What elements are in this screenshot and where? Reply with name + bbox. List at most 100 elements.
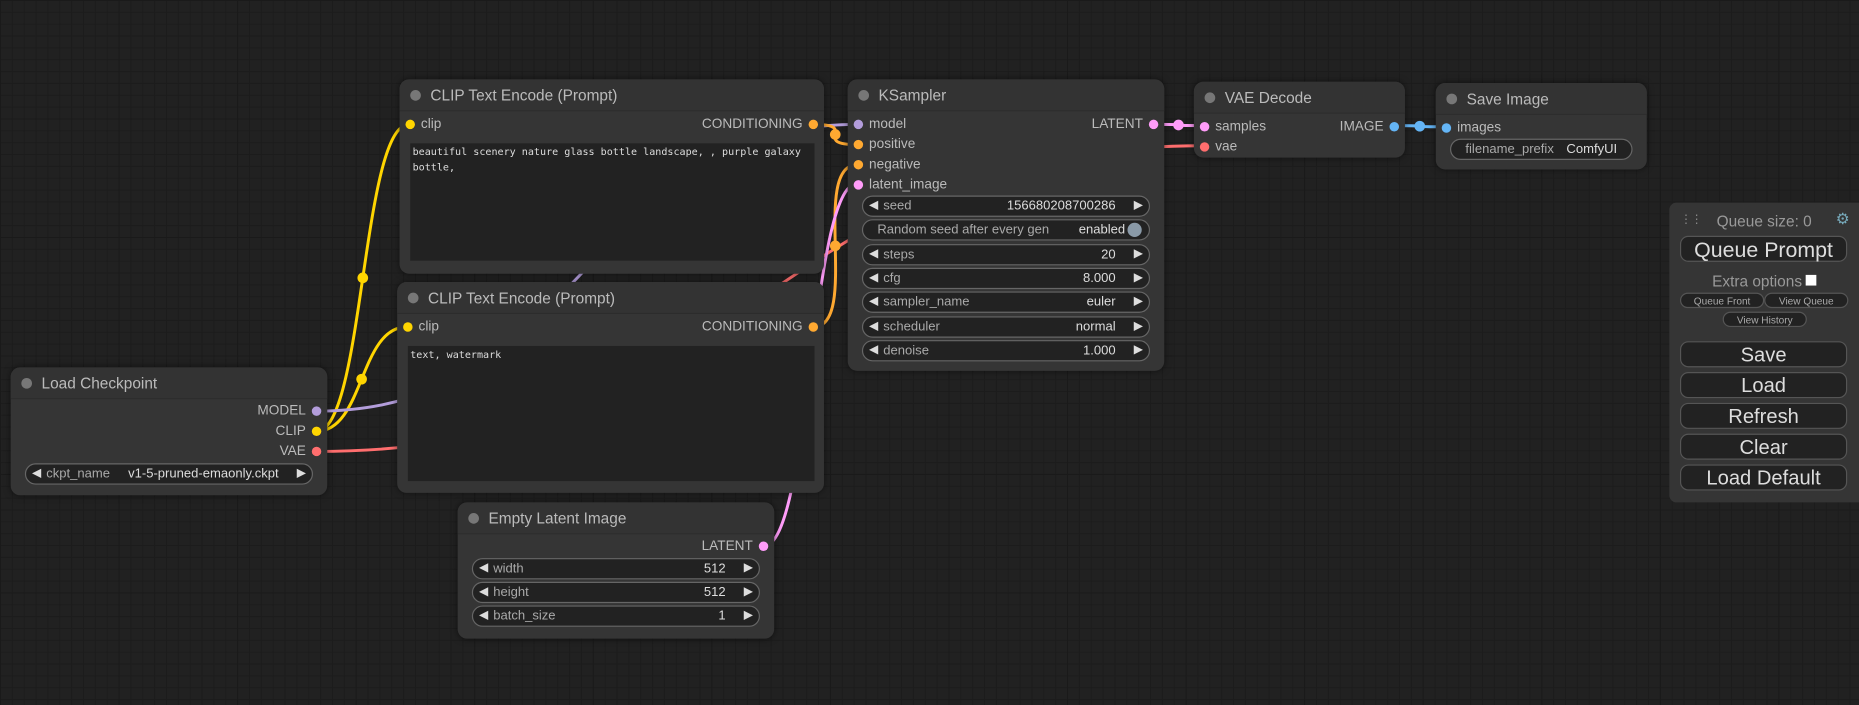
collapse-dot-icon[interactable]	[1446, 93, 1458, 105]
load-button[interactable]: Load	[1679, 372, 1848, 399]
collapse-dot-icon[interactable]	[410, 90, 421, 101]
node-header[interactable]: VAE Decode	[1193, 81, 1405, 114]
arrow-right-icon[interactable]: ▶	[743, 609, 753, 623]
widget-random-seed-after-every-gen[interactable]: Random seed after every gen enabled	[861, 219, 1151, 241]
node-header[interactable]: CLIP Text Encode (Prompt)	[397, 282, 824, 314]
gear-icon[interactable]: ⚙	[1835, 209, 1850, 228]
output-slot-conditioning[interactable]: CONDITIONING	[640, 319, 819, 336]
widget-batch_size[interactable]: ◀ ▶ batch_size 1	[471, 605, 760, 627]
node-clip1[interactable]: CLIP Text Encode (Prompt) clip CONDITIONIN…	[399, 79, 824, 274]
prompt-textarea[interactable]: text, watermark	[407, 345, 815, 482]
arrow-right-icon[interactable]: ▶	[296, 466, 306, 480]
slot-connector-icon[interactable]	[808, 119, 819, 130]
link-midpoint-dot[interactable]	[1173, 119, 1184, 131]
slot-connector-icon[interactable]	[808, 322, 819, 332]
node-clip2[interactable]: CLIP Text Encode (Prompt) clip CONDITIONIN…	[397, 282, 824, 493]
slot-connector-icon[interactable]	[758, 541, 769, 551]
view-history-button[interactable]: View History	[1722, 311, 1807, 328]
arrow-right-icon[interactable]: ▶	[1133, 295, 1143, 309]
arrow-left-icon[interactable]: ◀	[869, 295, 879, 309]
refresh-button[interactable]: Refresh	[1679, 402, 1848, 429]
widget-sampler_name[interactable]: ◀ ▶ sampler_name euler	[861, 291, 1151, 314]
slot-connector-icon[interactable]	[853, 159, 864, 170]
arrow-left-icon[interactable]: ◀	[869, 247, 879, 261]
node-header[interactable]: KSampler	[847, 79, 1165, 112]
arrow-right-icon[interactable]: ▶	[1133, 271, 1143, 285]
slot-connector-icon[interactable]	[311, 426, 322, 437]
slot-connector-icon[interactable]	[1199, 122, 1210, 132]
slot-connector-icon[interactable]	[1148, 119, 1159, 130]
widget-ckpt_name[interactable]: ◀ ▶ ckpt_name v1-5-pruned-emaonly.ckpt	[24, 463, 313, 485]
node-ckpt[interactable]: Load Checkpoint MODEL CLIP VAE ◀ ▶ ckpt_name v1…	[10, 367, 328, 496]
clear-button[interactable]: Clear	[1679, 433, 1848, 460]
arrow-right-icon[interactable]: ▶	[1133, 199, 1143, 213]
arrow-right-icon[interactable]: ▶	[1133, 343, 1143, 357]
arrow-left-icon[interactable]: ◀	[869, 271, 879, 285]
node-vaedecode[interactable]: VAE Decode samples vae IMAGE	[1193, 81, 1405, 158]
widget-steps[interactable]: ◀ ▶ steps 20	[861, 243, 1151, 265]
slot-connector-icon[interactable]	[405, 119, 415, 130]
node-save[interactable]: Save Image images filename_prefix ComfyUI	[1435, 82, 1647, 170]
slot-connector-icon[interactable]	[853, 119, 864, 130]
widget-cfg[interactable]: ◀ ▶ cfg 8.000	[861, 267, 1151, 289]
output-slot-conditioning[interactable]: CONDITIONING	[640, 116, 819, 133]
widget-height[interactable]: ◀ ▶ height 512	[471, 581, 760, 604]
collapse-dot-icon[interactable]	[21, 377, 33, 389]
arrow-left-icon[interactable]: ◀	[478, 609, 489, 623]
widget-filename_prefix[interactable]: filename_prefix ComfyUI	[1449, 138, 1633, 160]
arrow-left-icon[interactable]: ◀	[869, 319, 879, 333]
drag-handle-icon[interactable]: ⋮⋮	[1679, 213, 1703, 227]
output-slot-clip[interactable]: CLIP	[143, 423, 322, 440]
arrow-left-icon[interactable]: ◀	[478, 561, 489, 575]
arrow-left-icon[interactable]: ◀	[869, 343, 879, 357]
arrow-right-icon[interactable]: ▶	[1133, 319, 1143, 333]
arrow-left-icon[interactable]: ◀	[478, 585, 489, 599]
link-midpoint-dot[interactable]	[829, 240, 841, 252]
node-header[interactable]: Empty Latent Image	[457, 502, 775, 535]
collapse-dot-icon[interactable]	[468, 513, 479, 524]
collapse-dot-icon[interactable]	[858, 90, 870, 101]
widget-scheduler[interactable]: ◀ ▶ scheduler normal	[861, 315, 1151, 338]
save-button[interactable]: Save	[1679, 341, 1848, 368]
link-midpoint-dot[interactable]	[1414, 120, 1426, 132]
slot-connector-icon[interactable]	[403, 322, 413, 332]
node-header[interactable]: Load Checkpoint	[10, 367, 328, 400]
slot-connector-icon[interactable]	[1389, 122, 1400, 132]
output-slot-image[interactable]: IMAGE	[1221, 118, 1400, 135]
node-ksampler[interactable]: KSampler model positive negative latent_imag…	[847, 79, 1165, 371]
node-header[interactable]: Save Image	[1435, 82, 1647, 115]
widget-seed[interactable]: ◀ ▶ seed 156680208700286	[861, 195, 1151, 217]
slot-connector-icon[interactable]	[853, 180, 864, 190]
collapse-dot-icon[interactable]	[407, 292, 419, 304]
slot-connector-icon[interactable]	[1441, 123, 1452, 133]
slot-connector-icon[interactable]	[853, 139, 864, 150]
arrow-right-icon[interactable]: ▶	[743, 561, 753, 575]
link-midpoint-dot[interactable]	[357, 272, 369, 284]
arrow-left-icon[interactable]: ◀	[32, 466, 42, 480]
link-midpoint-dot[interactable]	[829, 129, 841, 140]
output-slot-vae[interactable]: VAE	[143, 443, 322, 460]
output-slot-model[interactable]: MODEL	[143, 403, 322, 420]
load-default-button[interactable]: Load Default	[1679, 464, 1848, 491]
queue-front-button[interactable]: Queue Front	[1679, 292, 1765, 309]
collapse-dot-icon[interactable]	[1204, 92, 1216, 104]
arrow-right-icon[interactable]: ▶	[1133, 247, 1143, 261]
arrow-left-icon[interactable]: ◀	[869, 199, 879, 213]
node-latent[interactable]: Empty Latent Image LATENT ◀ ▶ width 512 ◀ ▶ heig…	[457, 502, 775, 639]
prompt-textarea[interactable]: beautiful scenery nature glass bottle la…	[410, 143, 815, 261]
link-midpoint-dot[interactable]	[356, 373, 367, 385]
widget-denoise[interactable]: ◀ ▶ denoise 1.000	[861, 339, 1151, 362]
arrow-right-icon[interactable]: ▶	[743, 585, 753, 599]
slot-connector-icon[interactable]	[311, 406, 322, 416]
slot-connector-icon[interactable]	[311, 446, 322, 457]
output-slot-latent[interactable]: LATENT	[980, 116, 1159, 133]
toggle-knob-icon[interactable]	[1127, 223, 1142, 238]
queue-prompt-button[interactable]: Queue Prompt	[1679, 235, 1848, 262]
output-slot-latent[interactable]: LATENT	[590, 538, 769, 555]
node-header[interactable]: CLIP Text Encode (Prompt)	[399, 79, 824, 112]
view-queue-button[interactable]: View Queue	[1764, 292, 1849, 309]
widget-width[interactable]: ◀ ▶ width 512	[471, 558, 760, 580]
extra-options-checkbox[interactable]	[1805, 274, 1817, 286]
slot-connector-icon[interactable]	[1199, 142, 1210, 152]
